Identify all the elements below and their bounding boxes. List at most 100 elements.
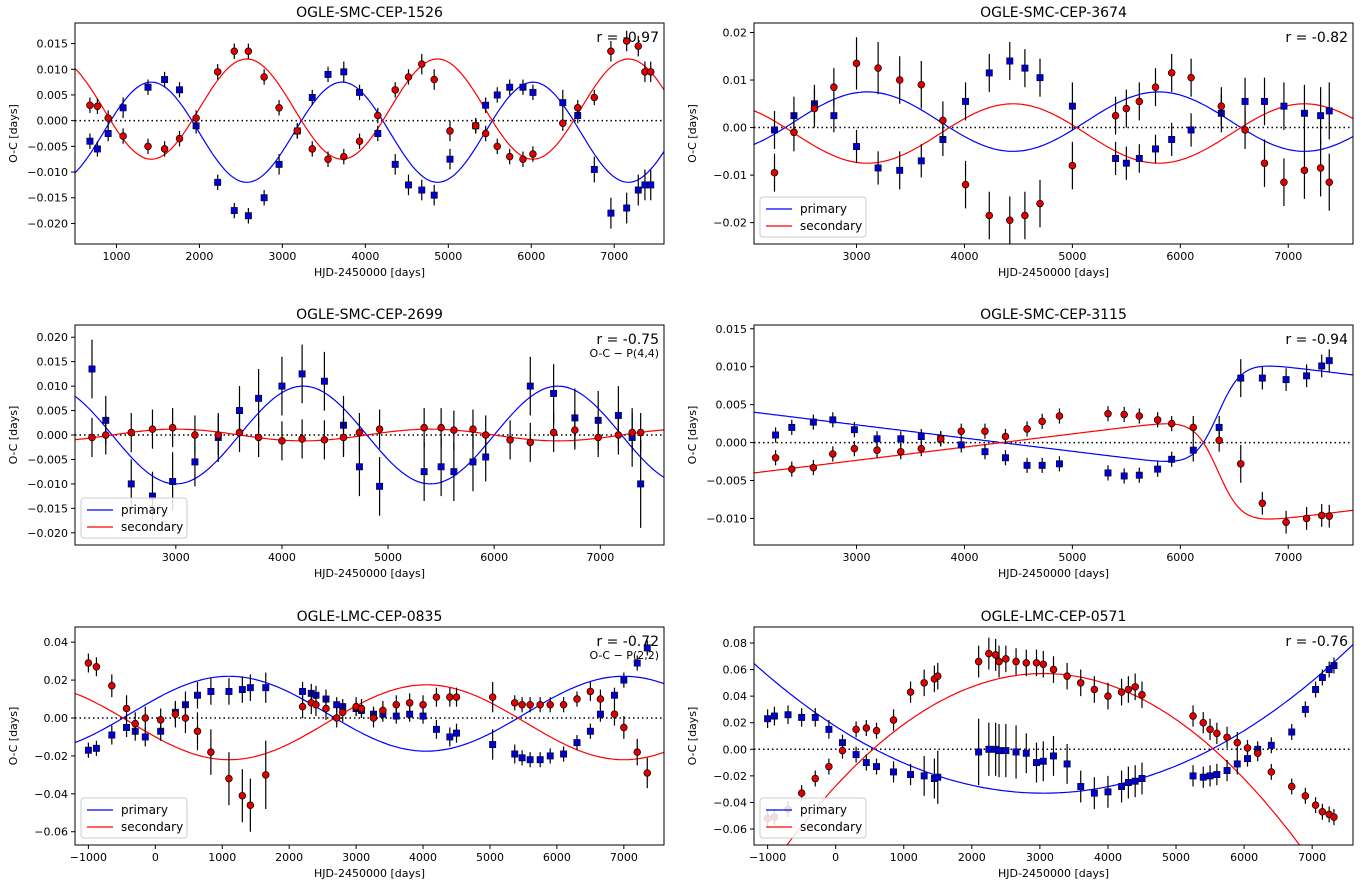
- secondary-point: [536, 700, 544, 709]
- secondary-point: [895, 76, 904, 84]
- legend-box: [759, 196, 867, 238]
- secondary-point: [225, 774, 233, 783]
- primary-model-curve: [75, 675, 664, 752]
- secondary-point: [974, 657, 983, 666]
- primary-point: [374, 130, 382, 137]
- primary-point: [1206, 772, 1214, 780]
- primary-point: [647, 181, 655, 189]
- secondary-point: [636, 428, 645, 437]
- secondary-point: [586, 687, 595, 696]
- secondary-point: [148, 425, 157, 433]
- secondary-point: [1217, 102, 1226, 110]
- secondary-point: [1258, 499, 1267, 508]
- primary-point: [1168, 135, 1176, 143]
- primary-point: [1189, 772, 1197, 780]
- secondary-point: [1090, 685, 1099, 694]
- primary-point: [1124, 779, 1132, 786]
- y-tick-label: −0.005: [27, 140, 68, 153]
- secondary-point: [1213, 729, 1221, 738]
- y-tick-label: −0.010: [27, 166, 68, 179]
- primary-point: [643, 644, 651, 652]
- secondary-point: [1302, 514, 1311, 523]
- secondary-point: [1006, 216, 1014, 224]
- primary-point: [446, 733, 454, 741]
- primary-point: [1318, 362, 1326, 370]
- y-axis-label: O-C [days]: [7, 406, 20, 465]
- primary-point: [86, 137, 94, 145]
- secondary-point: [985, 211, 994, 220]
- secondary-point: [419, 700, 427, 709]
- secondary-point: [375, 425, 384, 433]
- x-tick-label: 7000: [1274, 250, 1302, 263]
- primary-point: [981, 448, 989, 456]
- plot-area: [75, 339, 664, 528]
- primary-point: [418, 186, 426, 194]
- secondary-point: [493, 142, 502, 151]
- primary-point: [1012, 748, 1020, 756]
- secondary-point: [1049, 665, 1058, 674]
- legend: primary secondary: [759, 196, 867, 238]
- primary-point: [1303, 372, 1311, 380]
- primary-point: [1267, 741, 1275, 749]
- primary-point: [962, 97, 969, 105]
- secondary-point: [171, 710, 180, 718]
- x-tick-label: 4000: [1094, 851, 1122, 864]
- primary-point: [772, 431, 780, 439]
- primary-point: [546, 752, 554, 760]
- primary-point: [1223, 767, 1231, 775]
- secondary-point: [1317, 511, 1326, 520]
- primary-point: [376, 482, 384, 490]
- primary-point: [430, 191, 438, 199]
- primary-point: [88, 365, 96, 373]
- secondary-point: [1280, 178, 1288, 186]
- secondary-point: [850, 444, 859, 453]
- x-tick-label: 7000: [610, 851, 638, 864]
- primary-point: [1050, 752, 1057, 760]
- secondary-point: [634, 42, 643, 50]
- x-tick-label: 5000: [374, 551, 402, 564]
- x-tick-label: 7000: [586, 551, 614, 564]
- primary-point: [874, 164, 882, 172]
- plot-area: [75, 640, 664, 832]
- primary-point: [405, 181, 412, 189]
- correlation-label: r = -0.75: [596, 332, 659, 348]
- primary-point: [917, 433, 925, 440]
- y-tick-label: 0.010: [37, 380, 69, 393]
- secondary-model-curve: [75, 684, 664, 761]
- secondary-point: [646, 68, 655, 76]
- primary-point: [975, 748, 983, 756]
- correlation-label: r = -0.72: [596, 634, 659, 650]
- x-tick-label: 7000: [1274, 551, 1302, 564]
- primary-point: [1077, 783, 1085, 790]
- secondary-point: [481, 129, 490, 138]
- primary-point: [260, 194, 268, 202]
- secondary-point: [1325, 512, 1334, 520]
- primary-point: [92, 744, 100, 752]
- primary-point: [482, 453, 490, 461]
- secondary-point: [519, 155, 527, 163]
- primary-point: [450, 468, 458, 476]
- secondary-point: [862, 724, 871, 732]
- secondary-point: [355, 137, 364, 145]
- primary-point: [420, 468, 428, 476]
- primary-point: [1135, 155, 1143, 162]
- secondary-point: [788, 465, 796, 473]
- secondary-point: [260, 73, 268, 81]
- secondary-point: [529, 150, 537, 158]
- secondary-point: [119, 132, 127, 140]
- primary-point: [1138, 775, 1146, 782]
- primary-point: [784, 711, 792, 719]
- primary-point: [1021, 64, 1029, 72]
- secondary-point: [610, 710, 619, 718]
- secondary-point: [1223, 733, 1231, 742]
- secondary-point: [961, 180, 970, 189]
- y-tick-label: −0.015: [27, 502, 68, 515]
- secondary-point: [1068, 161, 1077, 170]
- primary-point: [590, 166, 598, 173]
- y-tick-label: −0.010: [27, 478, 68, 491]
- secondary-point: [214, 431, 223, 439]
- primary-point: [437, 463, 445, 471]
- x-tick-label: 5000: [434, 250, 462, 263]
- plot-area: [754, 637, 1353, 845]
